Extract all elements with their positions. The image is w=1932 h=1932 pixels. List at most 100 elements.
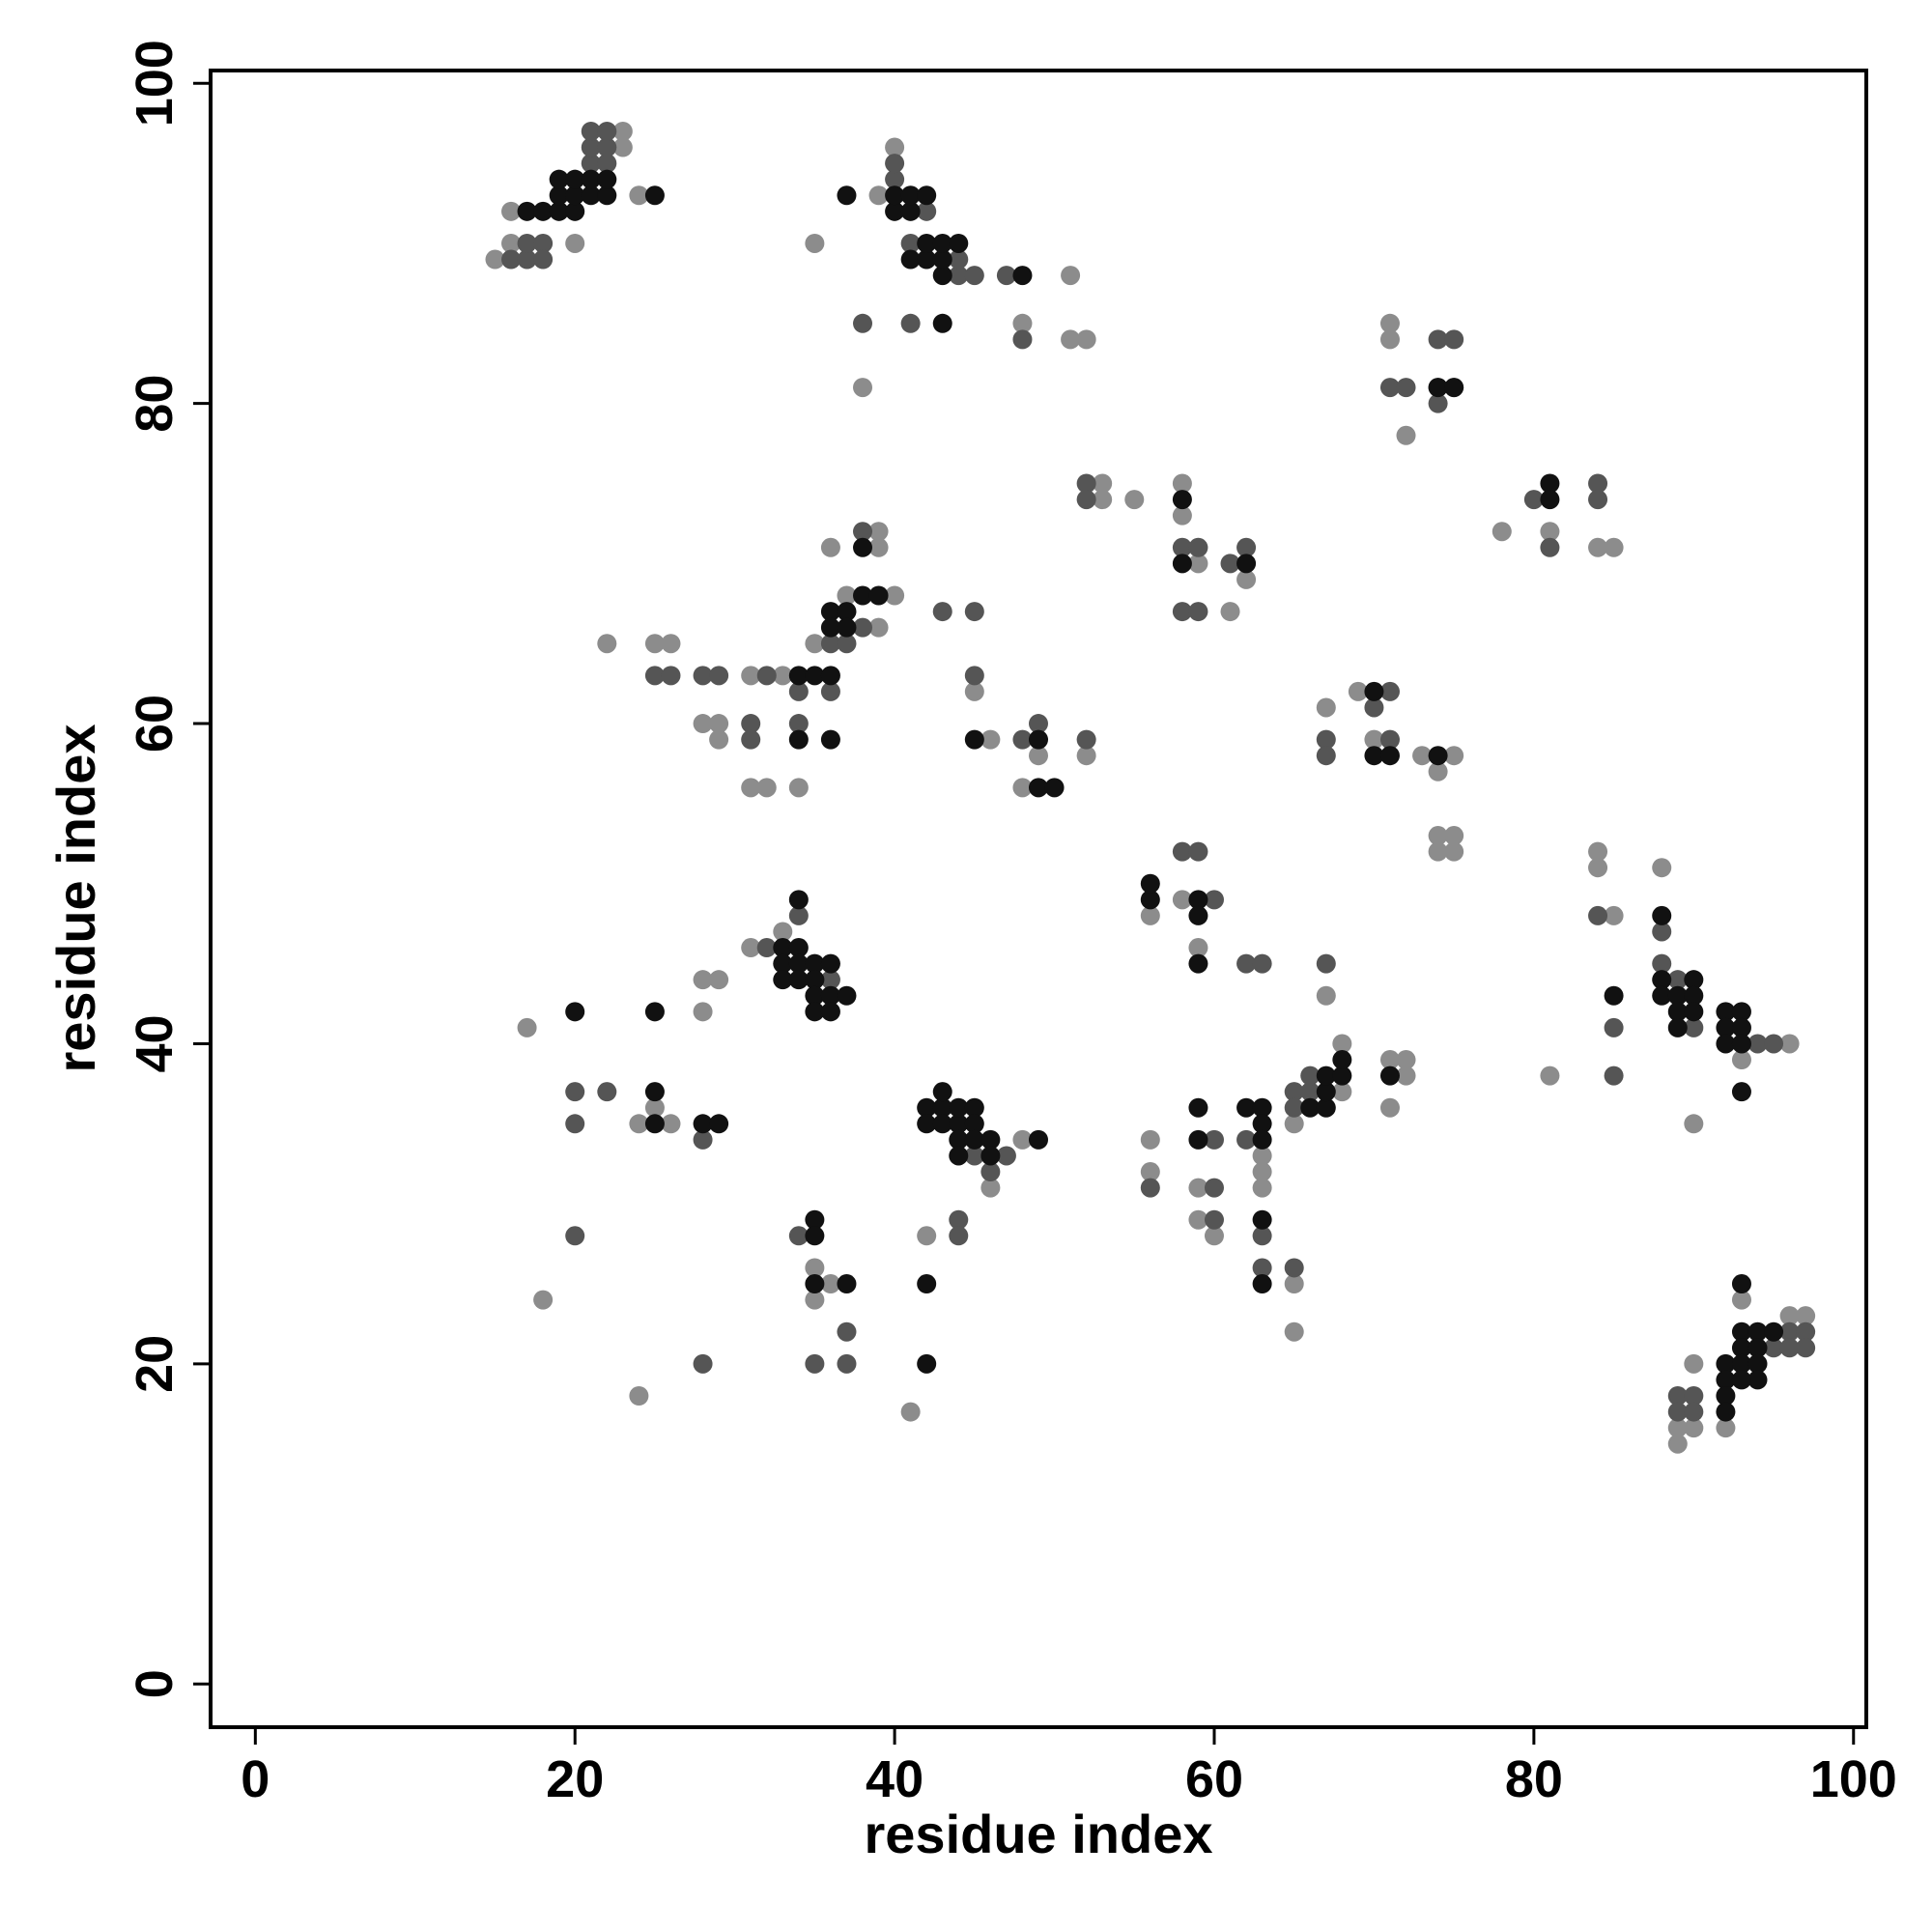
- point: [964, 1129, 984, 1150]
- point: [917, 249, 937, 270]
- point: [1172, 505, 1192, 526]
- y-tick-label: 40: [126, 1014, 184, 1072]
- point: [597, 185, 617, 206]
- point: [964, 666, 984, 686]
- point: [1012, 329, 1033, 350]
- point: [932, 249, 952, 270]
- point: [1252, 1097, 1272, 1118]
- point: [1747, 1034, 1768, 1054]
- point: [1012, 729, 1033, 750]
- point: [980, 1178, 1001, 1198]
- point: [549, 169, 569, 189]
- point: [581, 185, 601, 206]
- point: [565, 169, 585, 189]
- point: [1731, 1002, 1751, 1022]
- point: [1667, 985, 1688, 1006]
- point: [1172, 473, 1192, 494]
- point: [549, 185, 569, 206]
- point: [597, 169, 617, 189]
- point: [805, 1274, 825, 1294]
- point: [805, 953, 825, 974]
- point: [885, 137, 905, 157]
- point: [1747, 1370, 1768, 1390]
- point: [661, 666, 681, 686]
- point: [1364, 746, 1384, 766]
- point: [1252, 1274, 1272, 1294]
- point: [629, 1114, 649, 1134]
- point: [837, 617, 857, 638]
- point: [805, 233, 825, 253]
- point: [1188, 905, 1208, 925]
- point: [1220, 602, 1240, 622]
- point: [1796, 1321, 1816, 1342]
- point: [1044, 778, 1065, 798]
- point: [1029, 778, 1048, 798]
- point: [837, 1321, 857, 1342]
- point: [1188, 938, 1208, 958]
- point: [1396, 425, 1416, 445]
- point: [1604, 905, 1624, 925]
- point: [1188, 1209, 1208, 1230]
- point: [773, 922, 793, 942]
- point: [917, 1353, 937, 1374]
- point: [1220, 554, 1240, 574]
- point: [1428, 826, 1448, 846]
- point: [501, 249, 522, 270]
- point: [1252, 1209, 1272, 1230]
- point: [788, 970, 809, 990]
- point: [517, 233, 537, 253]
- point: [1172, 554, 1192, 574]
- point: [837, 602, 857, 622]
- point: [565, 1226, 585, 1246]
- point: [868, 537, 889, 557]
- point: [1764, 1034, 1784, 1054]
- point: [1731, 1338, 1751, 1358]
- point: [693, 1353, 713, 1374]
- point: [1316, 985, 1336, 1006]
- point: [756, 778, 777, 798]
- point: [1140, 905, 1160, 925]
- point: [1204, 890, 1224, 910]
- point: [1012, 266, 1033, 286]
- point: [820, 666, 840, 686]
- point: [885, 154, 905, 174]
- point: [1140, 890, 1160, 910]
- point: [517, 1017, 537, 1037]
- point: [1716, 1017, 1736, 1037]
- point: [1076, 473, 1096, 494]
- point: [773, 666, 793, 686]
- point: [868, 585, 889, 606]
- point: [1316, 953, 1336, 974]
- point: [837, 1353, 857, 1374]
- point: [661, 634, 681, 654]
- point: [788, 729, 809, 750]
- point: [1684, 1418, 1704, 1438]
- point: [1012, 778, 1033, 798]
- point: [980, 1162, 1001, 1182]
- y-tick-label: 20: [126, 1335, 184, 1393]
- point: [1604, 1017, 1624, 1037]
- point: [533, 249, 554, 270]
- point: [1029, 729, 1048, 750]
- point: [1316, 697, 1336, 718]
- point: [1731, 1290, 1751, 1310]
- point: [900, 185, 921, 206]
- point: [788, 778, 809, 798]
- point: [1444, 841, 1464, 862]
- point: [1684, 970, 1704, 990]
- point: [1076, 490, 1096, 510]
- point: [964, 1097, 984, 1118]
- point: [1379, 729, 1400, 750]
- x-tick-label: 80: [1505, 1750, 1563, 1808]
- point: [1684, 1114, 1704, 1134]
- point: [581, 121, 601, 141]
- point: [805, 970, 825, 990]
- point: [1332, 1065, 1352, 1086]
- point: [1652, 970, 1672, 990]
- point: [1652, 858, 1672, 878]
- point: [964, 266, 984, 286]
- point: [853, 378, 873, 398]
- point: [932, 266, 952, 286]
- point: [1236, 953, 1257, 974]
- point: [597, 137, 617, 157]
